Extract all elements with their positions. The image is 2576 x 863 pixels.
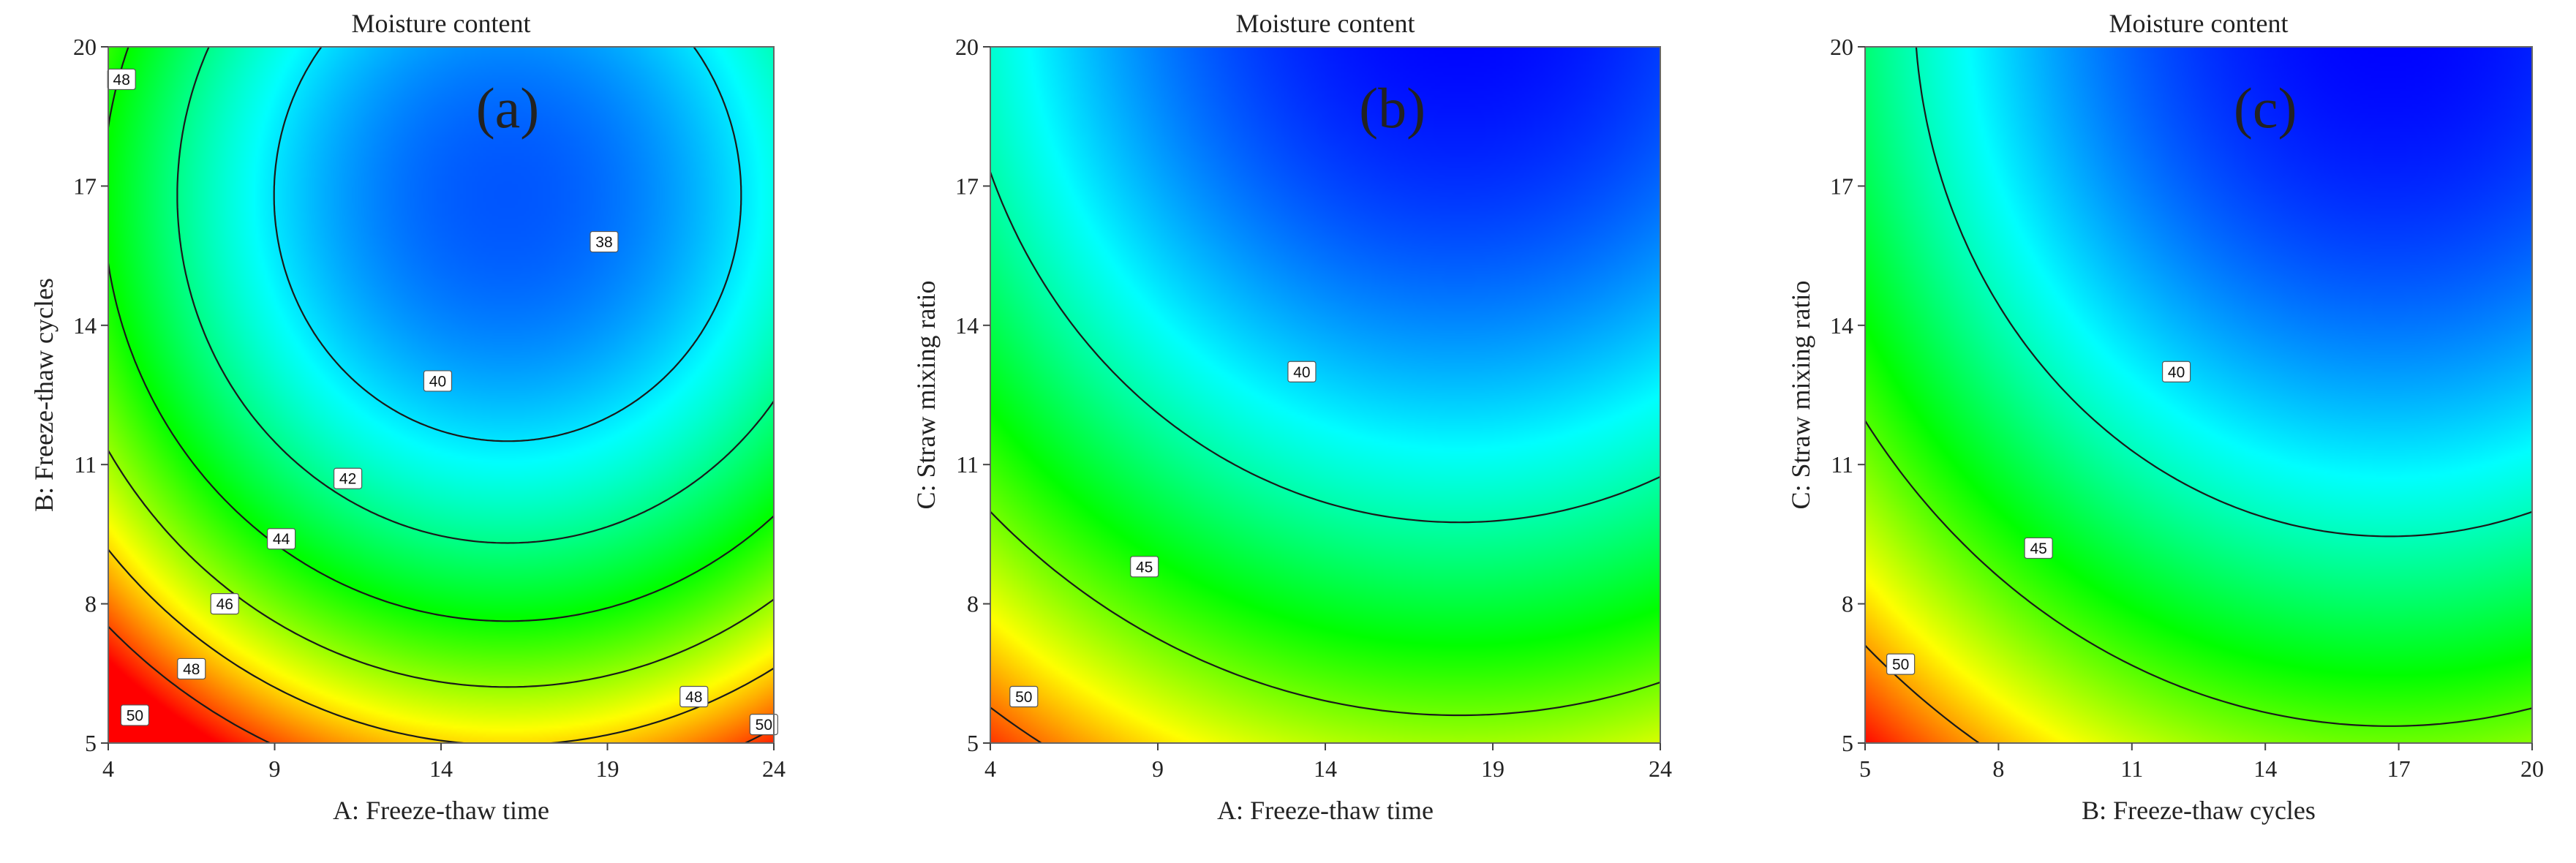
- panel-a-contour-line-48: [108, 548, 774, 743]
- panel-b-x-tick-label: 19: [1481, 755, 1504, 782]
- panel-a-contour-label: 50: [756, 717, 772, 734]
- panel-a-contour-label: 40: [429, 373, 446, 390]
- panel-c-contour-label-box: [2024, 537, 2053, 559]
- panel-a-contour-label: 38: [595, 234, 612, 251]
- panel-a-contour-label-box: [267, 528, 296, 550]
- panel-b-x-tick-label: 9: [1152, 755, 1164, 782]
- panel-c-x-tick-label: 5: [1859, 755, 1871, 782]
- panel-c-contour-label-box: [2162, 361, 2191, 382]
- panel-c-x-tick-label: 11: [2120, 755, 2143, 782]
- panel-b-tag: (b): [1359, 76, 1426, 140]
- panel-a-contour-label-box: [334, 467, 363, 489]
- panel-a-title: Moisture content: [352, 9, 531, 38]
- panel-a-contour-label-box: [679, 685, 709, 708]
- panel-a-contour-label-box: [177, 657, 206, 680]
- panel-b-title: Moisture content: [1236, 9, 1415, 38]
- panel-a-contour-label-box: [590, 230, 619, 253]
- panel-c-x-axis-label: B: Freeze-thaw cycles: [2082, 796, 2316, 825]
- panel-c-x-tick-label: 8: [1992, 755, 2004, 782]
- panel-c-tag: (c): [2234, 76, 2297, 140]
- panel-a-x-axis-label: A: Freeze-thaw time: [333, 796, 549, 825]
- panel-c-y-tick-label: 8: [1842, 591, 1853, 617]
- panel-b-contour-label: 40: [1293, 364, 1310, 381]
- panel-c-contour-label-box: [1886, 653, 1916, 675]
- panel-a-y-tick-label: 17: [73, 173, 97, 199]
- panel-b-contour-label: 50: [1015, 689, 1032, 706]
- panel-c-x-tick-label: 20: [2520, 755, 2544, 782]
- panel-b-y-tick-label: 11: [956, 451, 979, 478]
- panel-a-y-axis-label: B: Freeze-thaw cycles: [29, 278, 59, 512]
- panel-a-contour-line-44: [108, 47, 774, 622]
- panel-c-y-tick-label: 20: [1830, 34, 1853, 60]
- panel-a-contour-label: 50: [127, 707, 143, 724]
- panel-a-heatmap-surface: [108, 47, 774, 743]
- panel-c-title: Moisture content: [2109, 9, 2289, 38]
- panel-a-x-tick-label: 9: [269, 755, 281, 782]
- panel-b-y-tick-label: 14: [955, 312, 979, 339]
- panel-b-x-tick-label: 14: [1314, 755, 1337, 782]
- panel-c-heatmap-surface: [1865, 47, 2532, 743]
- panel-a-y-tick-label: 20: [73, 34, 97, 60]
- panel-a-y-tick-label: 11: [74, 451, 97, 478]
- panel-b-y-tick-label: 5: [967, 730, 979, 756]
- panel-a-contour-label: 46: [216, 596, 233, 613]
- panel-c-y-tick-label: 11: [1831, 451, 1853, 478]
- panel-c-y-tick-label: 5: [1842, 730, 1853, 756]
- panel-a-contour-label: 48: [113, 72, 130, 88]
- panel-b-heatmap-surface: [990, 47, 1660, 743]
- panel-b-y-tick-label: 8: [967, 591, 979, 617]
- panel-c-y-tick-label: 17: [1830, 173, 1853, 199]
- panel-c-x-tick-label: 14: [2253, 755, 2277, 782]
- panel-c-plot-frame: [1864, 46, 2533, 744]
- panel-a-contour-line-42: [176, 47, 774, 544]
- panel-b-contour-label-box: [1130, 556, 1159, 578]
- panel-a-y-tick-label: 5: [85, 730, 97, 756]
- panel-c-y-axis-label: C: Straw mixing ratio: [1786, 281, 1815, 510]
- panel-a-x-tick-label: 24: [762, 755, 786, 782]
- panel-a-contour-label: 48: [685, 689, 702, 706]
- panel-b-y-tick-label: 20: [955, 34, 979, 60]
- panel-c-y-tick-label: 14: [1830, 312, 1853, 339]
- panel-a-contour-label: 42: [339, 471, 356, 488]
- panel-c-contour-label: 40: [2168, 364, 2185, 381]
- panel-b-x-tick-label: 24: [1649, 755, 1672, 782]
- contour-panel-c: 40 45 50 5 8 11 14 17 20 5 8 11 14 17 20 Moisture conte…: [1786, 9, 2544, 825]
- panel-a-contour-label-box: [423, 370, 453, 392]
- panel-b-contour-label-box: [1009, 685, 1039, 708]
- panel-a-contour-label: 44: [273, 531, 290, 548]
- panel-b-contour-label-box: [1287, 361, 1317, 382]
- panel-a-x-tick-label: 4: [102, 755, 114, 782]
- panel-b-y-axis-label: C: Straw mixing ratio: [911, 281, 941, 510]
- panel-a-contour-label-box: [210, 592, 239, 615]
- panel-a-contour-line-46: [108, 448, 774, 688]
- panel-b-contour-label: 45: [1136, 559, 1153, 576]
- panel-b-y-tick-label: 17: [955, 173, 979, 199]
- panel-a-contour-label-box: [749, 714, 778, 736]
- panel-a-y-tick-label: 14: [73, 312, 97, 339]
- panel-a-contour-line-40: [273, 47, 742, 442]
- contour-panel-a: 38 40 42 44 46 48 48 48 50 50 4 9 14 19 24 5 8 11 14 17 20 Mo…: [29, 9, 786, 825]
- panel-b-x-axis-label: A: Freeze-thaw time: [1217, 796, 1434, 825]
- panel-a-x-tick-label: 19: [596, 755, 619, 782]
- panel-a-contour-label-box: [120, 704, 149, 726]
- panel-c-contour-label: 45: [2030, 540, 2046, 557]
- panel-a-contour-label: 48: [183, 661, 200, 678]
- panel-c-contour-label: 50: [1892, 657, 1909, 674]
- panel-a-tag: (a): [476, 76, 540, 140]
- panel-a-y-tick-label: 8: [85, 591, 97, 617]
- panel-a-x-tick-label: 14: [429, 755, 453, 782]
- panel-b-x-tick-label: 4: [984, 755, 996, 782]
- contour-panel-b: 40 45 50 4 9 14 19 24 5 8 11 14 17 20 Moisture content…: [911, 9, 1672, 825]
- panel-c-x-tick-label: 17: [2387, 755, 2411, 782]
